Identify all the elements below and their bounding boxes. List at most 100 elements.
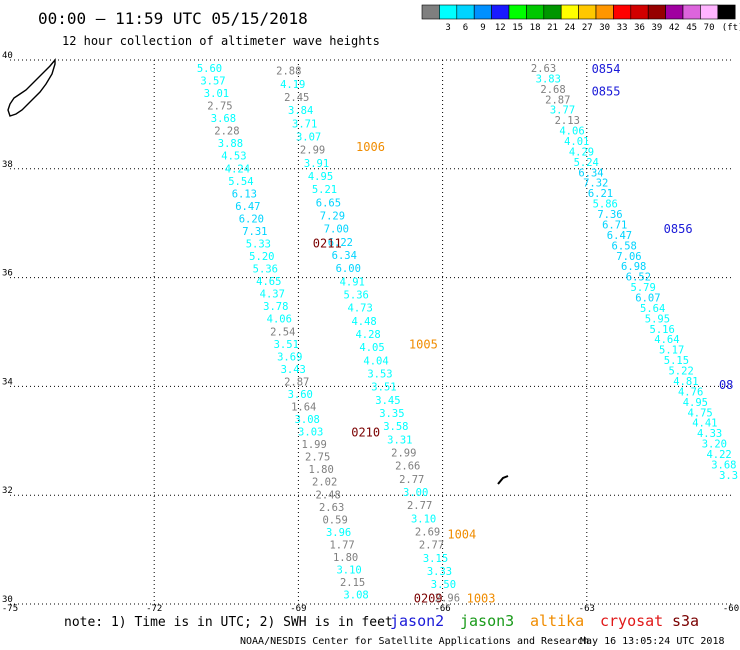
wave-height-value: 3.45 [375, 395, 400, 407]
legend-swatch [439, 4, 458, 20]
wave-height-value: 4.22 [706, 449, 731, 461]
pass-time-label: 1006 [356, 140, 385, 154]
wave-height-value: 3.10 [336, 564, 361, 576]
legend-label: 18 [530, 23, 541, 33]
x-tick-label: -72 [146, 604, 162, 614]
legend-swatch [682, 4, 701, 20]
legend-label: 70 [704, 23, 715, 33]
legend-swatch [647, 4, 666, 20]
wave-height-value: 3.15 [423, 553, 448, 565]
wave-height-value: 4.41 [692, 418, 717, 430]
y-tick-label: 36 [2, 269, 13, 279]
wave-height-value: 7.32 [583, 178, 608, 190]
wave-height-value: 3.71 [292, 118, 317, 130]
wave-height-value: 5.17 [659, 345, 684, 357]
wave-height-value: 2.63 [531, 63, 556, 75]
wave-height-value: 6.47 [235, 201, 260, 213]
wave-height-value: 3.83 [536, 73, 561, 85]
wave-height-value: 3.57 [200, 76, 225, 88]
wave-height-value: 4.48 [351, 316, 376, 328]
legend-swatch [543, 4, 562, 20]
wave-height-value: 4.95 [308, 171, 333, 183]
wave-height-value: 2.13 [555, 115, 580, 127]
wave-height-value: 5.24 [574, 157, 599, 169]
wave-height-value: 6.00 [336, 263, 361, 275]
satellite-name: jason3 [460, 612, 514, 630]
y-tick-label: 30 [2, 595, 13, 605]
x-tick-label: -75 [2, 604, 18, 614]
wave-height-value: 4.33 [697, 428, 722, 440]
wave-height-value: 3.88 [218, 138, 243, 150]
wave-height-value: 3.00 [403, 487, 428, 499]
wave-height-value: 2.28 [214, 126, 239, 138]
wave-height-value: 5.60 [197, 63, 222, 75]
satellite-name: altika [530, 612, 584, 630]
wave-height-value: 4.05 [359, 342, 384, 354]
wave-height-value: 7.31 [242, 226, 267, 238]
wave-height-value: 3.51 [274, 339, 299, 351]
wave-height-value: 2.69 [415, 526, 440, 538]
y-tick-label: 40 [2, 51, 13, 61]
legend-label: 30 [599, 23, 610, 33]
wave-height-value: 6.07 [635, 293, 660, 305]
wave-height-value: 6.13 [232, 188, 257, 200]
wave-height-value: 4.53 [221, 151, 246, 163]
wave-height-value: 5.95 [645, 313, 670, 325]
wave-height-value: 2.02 [312, 477, 337, 489]
legend-label: 24 [564, 23, 575, 33]
y-tick-label: 32 [2, 486, 13, 496]
legend-unit: (ft) [722, 23, 740, 33]
wave-height-value: 5.54 [228, 176, 253, 188]
wave-height-value: 3.3 [719, 470, 738, 482]
wave-height-value: 6.71 [602, 219, 627, 231]
wave-height-value: 4.76 [678, 386, 703, 398]
pass-time-label: 0209 [414, 591, 443, 605]
wave-height-value: 1.80 [333, 552, 358, 564]
wave-height-value: 0.59 [322, 514, 347, 526]
wave-height-value: 6.20 [239, 213, 264, 225]
wave-height-value: 2.48 [316, 489, 341, 501]
wave-height-value: 2.54 [270, 326, 295, 338]
wave-height-value: 5.64 [640, 303, 665, 315]
pass-time-label: 0211 [313, 237, 342, 251]
wave-height-value: 2.99 [391, 447, 416, 459]
legend-label: 9 [480, 23, 485, 33]
wave-height-value: 2.96 [435, 592, 460, 604]
wave-height-value: 6.98 [621, 261, 646, 273]
pass-time-label: 1005 [409, 337, 438, 351]
legend-label: 21 [547, 23, 558, 33]
pass-time-label: 1003 [467, 591, 496, 605]
legend-swatch [700, 4, 719, 20]
satellite-legend: jason2 jason3 altika cryosat s3a [390, 612, 699, 630]
y-tick-label: 34 [2, 377, 13, 387]
wave-height-value: 2.66 [395, 461, 420, 473]
wave-height-value: 3.08 [295, 414, 320, 426]
wave-height-value: 5.22 [668, 366, 693, 378]
satellite-name: cryosat [600, 612, 663, 630]
wave-height-value: 4.75 [687, 407, 712, 419]
legend-swatch [473, 4, 492, 20]
wave-height-value: 3.96 [326, 527, 351, 539]
x-tick-label: -66 [434, 604, 450, 614]
wave-height-value: 3.51 [371, 382, 396, 394]
wave-height-value: 4.19 [280, 79, 305, 91]
pass-time-label: 1004 [447, 528, 476, 542]
wave-height-value: 3.01 [204, 88, 229, 100]
wave-height-value: 3.43 [281, 364, 306, 376]
wave-height-value: 3.58 [383, 421, 408, 433]
wave-height-value: 3.33 [427, 566, 452, 578]
wave-height-value: 6.34 [578, 167, 603, 179]
wave-height-value: 3.35 [379, 408, 404, 420]
wave-height-value: 2.99 [300, 145, 325, 157]
wave-height-value: 3.77 [550, 105, 575, 117]
wave-height-value: 7.00 [324, 224, 349, 236]
wave-height-value: 3.31 [387, 434, 412, 446]
wave-height-value: 2.77 [419, 540, 444, 552]
axes: -75 -72 -69 -66 -63 -60 40 38 36 34 32 30 [2, 51, 739, 614]
pass-time-label: 0856 [664, 222, 693, 236]
wave-height-value: 2.88 [276, 66, 301, 78]
pass-labels: 0854 0855 1006 0856 0211 1005 08 0210 1004 0209 10… [313, 62, 734, 605]
legend-swatch [491, 4, 510, 20]
wave-height-value: 4.24 [225, 163, 250, 175]
